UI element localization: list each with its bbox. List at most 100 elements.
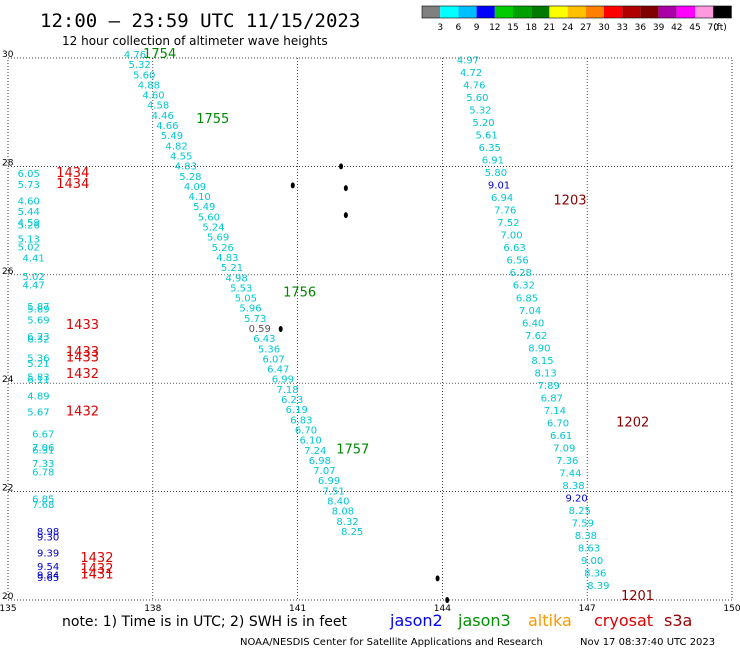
track-time-label: 1756 [283, 285, 316, 300]
track-time-label: 1433 [66, 351, 99, 366]
lon-tick-label: 138 [144, 604, 161, 614]
axis-ticks: 135 138 141 144 147 150 30 28 26 24 22 20 [0, 50, 740, 614]
wave-height-value: 5.21 [27, 359, 49, 370]
lat-tick-label: 24 [2, 375, 14, 385]
wave-height-value: 5.49 [193, 202, 215, 213]
legend-unit: (ft) [713, 23, 727, 33]
legend-label: 36 [635, 23, 647, 33]
legend-label: 33 [616, 23, 627, 33]
wave-height-value: 8.63 [578, 544, 600, 555]
wave-height-value: 7.59 [572, 519, 594, 530]
wave-height-value: 4.55 [170, 151, 192, 162]
track-time-label: 1434 [56, 166, 89, 181]
wave-height-value: 6.67 [32, 429, 54, 440]
wave-height-value: 8.15 [531, 356, 553, 367]
legend-label: 21 [544, 23, 555, 33]
wave-height-value: 8.36 [584, 569, 606, 580]
wave-height-value: 5.49 [161, 131, 183, 142]
islands [278, 163, 450, 603]
legend-label: 30 [598, 23, 610, 33]
wave-height-value: 7.00 [500, 231, 522, 242]
wave-height-value: 6.07 [262, 354, 284, 365]
wave-height-value: 4.72 [460, 68, 482, 79]
legend-swatch [494, 6, 513, 18]
wave-height-value: 6.05 [18, 169, 40, 180]
wave-height-value: 5.05 [235, 294, 257, 305]
track-time-label: 1757 [336, 443, 369, 458]
island-shape [445, 597, 450, 603]
wave-height-value: 8.25 [569, 506, 591, 517]
color-legend: 3 6 9 12 15 18 21 24 27 30 33 36 39 42 45 70(ft) [421, 5, 732, 33]
wave-height-value: 7.06 [32, 443, 54, 454]
legend-label: 18 [525, 23, 537, 33]
legend-swatch [458, 6, 477, 18]
wave-height-value: 6.19 [286, 405, 308, 416]
wave-height-value: 5.61 [475, 131, 497, 142]
legend-label: 45 [689, 23, 700, 33]
wave-height-value: 4.83 [216, 253, 238, 264]
wave-height-value: 5.36 [258, 344, 280, 355]
wave-height-value: 7.04 [519, 306, 541, 317]
wave-height-value: 7.36 [556, 456, 578, 467]
wave-height-value: 4.83 [175, 162, 197, 173]
wave-height-value: 6.85 [516, 293, 538, 304]
page-title: 12:00 — 23:59 UTC 11/15/2023 [40, 10, 360, 32]
wave-height-value: 4.46 [152, 111, 174, 122]
wave-height-value: 9.39 [37, 549, 59, 560]
wave-height-value: 6.85 [32, 494, 54, 505]
wave-height-value: 6.99 [318, 476, 340, 487]
wave-height-tracks: 4.765.325.604.884.604.584.464.665.494.82… [18, 50, 610, 592]
wave-height-value: 7.09 [553, 443, 575, 454]
wave-height-value: 6.78 [32, 467, 54, 478]
footer-note: note: 1) Time is in UTC; 2) SWH is in fe… [62, 614, 348, 630]
lat-tick-label: 30 [2, 50, 14, 60]
wave-height-value: 7.89 [538, 381, 560, 392]
wave-height-value: 5.60 [133, 70, 155, 81]
wave-height-value: 8.39 [587, 581, 609, 592]
wave-height-value: 5.02 [22, 272, 44, 283]
wave-height-value: 4.97 [457, 55, 479, 66]
island-shape [343, 185, 348, 192]
legend-swatch [549, 6, 568, 18]
legend-label: 15 [507, 23, 518, 33]
track-time-label: 1432 [80, 551, 113, 566]
wave-height-value: 5.60 [466, 93, 488, 104]
wave-height-value: 6.32 [513, 281, 535, 292]
wave-height-value: 4.82 [165, 141, 187, 152]
satellite-name: cryosat [594, 611, 653, 630]
wave-height-value: 6.83 [290, 415, 312, 426]
wave-height-value: 4.98 [226, 273, 248, 284]
wave-height-value: 9.20 [565, 494, 587, 505]
legend-label: 42 [671, 23, 682, 33]
wave-height-value: 5.26 [18, 221, 40, 232]
wave-height-value: 6.28 [510, 268, 532, 279]
wave-height-value: 5.69 [27, 316, 49, 327]
wave-height-value: 6.43 [253, 334, 275, 345]
wave-height-value: 6.98 [309, 456, 331, 467]
wave-height-value: 8.25 [341, 527, 363, 538]
page-subtitle: 12 hour collection of altimeter wave hei… [62, 34, 328, 48]
wave-height-value: 9.54 [37, 562, 59, 573]
satellite-name: altika [528, 611, 572, 630]
track-time-label: 1432 [80, 562, 113, 577]
wave-height-value: 6.23 [281, 395, 303, 406]
wave-height-value: 5.02 [18, 242, 40, 253]
lat-tick-label: 20 [2, 592, 14, 602]
legend-swatch [658, 6, 677, 18]
wave-height-value: 5.28 [179, 172, 201, 183]
wave-height-value: 5.13 [18, 234, 40, 245]
wave-height-value: 4.60 [142, 91, 164, 102]
lon-tick-label: 150 [723, 604, 740, 614]
lon-tick-label: 147 [579, 604, 596, 614]
legend-swatch [604, 6, 623, 18]
footer-timestamp: Nov 17 08:37:40 UTC 2023 [580, 637, 715, 648]
wave-height-value: 7.68 [32, 500, 54, 511]
wave-height-value: 6.99 [272, 375, 294, 386]
island-shape [290, 182, 295, 189]
legend-label: 9 [474, 23, 480, 33]
island-shape [435, 575, 440, 582]
footer: note: 1) Time is in UTC; 2) SWH is in fe… [62, 611, 715, 648]
satellite-name: s3a [664, 611, 692, 630]
track-time-label: 1432 [66, 367, 99, 382]
legend-label: 3 [437, 23, 443, 33]
